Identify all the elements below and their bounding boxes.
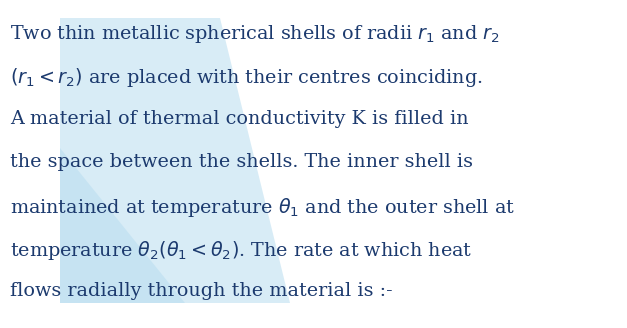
Text: A material of thermal conductivity K is filled in: A material of thermal conductivity K is … [10,110,468,128]
Text: Two thin metallic spherical shells of radii $r_1$ and $r_2$: Two thin metallic spherical shells of ra… [10,23,500,45]
Text: $(r_1 < r_2)$ are placed with their centres coinciding.: $(r_1 < r_2)$ are placed with their cent… [10,66,483,89]
Polygon shape [60,148,185,303]
Text: flows radially through the material is :-: flows radially through the material is :… [10,282,393,300]
Text: temperature $\theta_2(\theta_1 < \theta_2)$. The rate at which heat: temperature $\theta_2(\theta_1 < \theta_… [10,239,472,262]
Polygon shape [60,18,290,303]
Text: maintained at temperature $\theta_1$ and the outer shell at: maintained at temperature $\theta_1$ and… [10,196,515,219]
Text: the space between the shells. The inner shell is: the space between the shells. The inner … [10,153,473,171]
